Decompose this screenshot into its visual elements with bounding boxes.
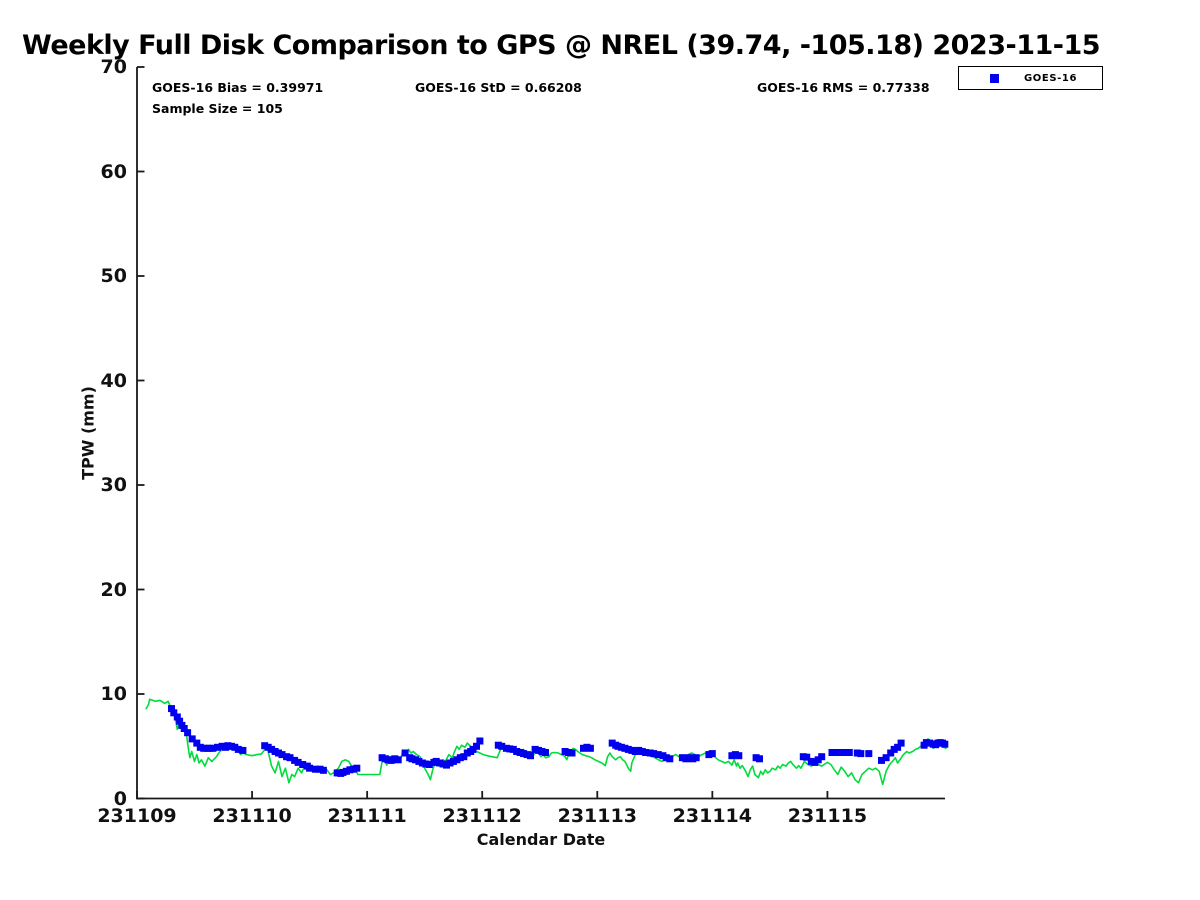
goes16-data-marker <box>878 756 885 764</box>
goes16-data-marker <box>894 743 902 751</box>
goes16-data-marker <box>278 751 286 759</box>
goes16-data-marker <box>542 749 549 756</box>
goes16-data-marker <box>735 752 743 760</box>
goes16-data-marker <box>239 746 247 754</box>
goes16-data-marker <box>818 753 826 761</box>
y-tick-label: 10 <box>100 683 127 705</box>
goes16-data-marker <box>286 754 294 762</box>
x-tick-label: 231110 <box>212 804 292 827</box>
y-tick-label: 70 <box>100 56 127 78</box>
gps-line-series <box>145 698 947 786</box>
goes16-data-marker <box>170 709 178 717</box>
axis-spines <box>136 67 945 800</box>
goes16-data-marker <box>353 764 361 772</box>
y-tick-label: 30 <box>100 474 127 496</box>
y-tick-label: 50 <box>100 265 127 287</box>
goes16-data-marker <box>650 750 658 758</box>
x-tick-label: 231113 <box>557 804 637 827</box>
goes16-data-marker <box>319 766 327 774</box>
goes16-data-marker <box>173 713 181 721</box>
goes16-data-marker <box>692 754 700 762</box>
x-tick-label: 231115 <box>787 804 868 827</box>
goes16-data-marker <box>473 742 480 750</box>
legend-square-marker-icon <box>990 73 999 83</box>
goes16-data-marker <box>586 744 594 752</box>
stat-rms: GOES-16 RMS = 0.77338 <box>757 80 930 95</box>
goes16-data-marker <box>654 751 662 759</box>
goes16-data-marker <box>176 717 184 725</box>
goes16-data-marker <box>193 739 201 747</box>
goes16-data-marker <box>184 729 192 737</box>
goes16-data-marker <box>897 739 905 747</box>
goes16-marker-series <box>168 705 949 777</box>
stat-bias: GOES-16 Bias = 0.39971 <box>152 80 324 95</box>
goes16-data-marker <box>568 749 576 757</box>
goes16-data-marker <box>865 750 873 758</box>
goes16-data-marker <box>845 749 853 756</box>
y-tick-label: 20 <box>100 578 127 601</box>
goes16-data-marker <box>394 756 402 764</box>
goes16-data-marker <box>311 765 319 773</box>
legend-item-label: GOES-16 <box>1024 72 1078 84</box>
chart-title: Weekly Full Disk Comparison to GPS @ NRE… <box>22 30 1101 61</box>
legend-box[interactable]: GOES-16 <box>958 66 1103 90</box>
stat-std: GOES-16 StD = 0.66208 <box>415 80 582 95</box>
goes16-data-marker <box>887 749 895 757</box>
y-tick-label: 40 <box>100 369 127 392</box>
goes16-data-marker <box>460 753 468 761</box>
stat-sample-size: Sample Size = 105 <box>152 101 283 116</box>
goes16-data-marker <box>476 737 484 745</box>
goes16-data-marker <box>708 750 716 758</box>
goes16-data-marker <box>401 749 409 757</box>
goes16-data-marker <box>180 725 188 732</box>
goes16-data-marker <box>756 755 763 763</box>
goes16-data-marker <box>666 755 674 763</box>
goes16-data-marker <box>425 761 433 768</box>
x-tick-label: 231109 <box>97 804 177 827</box>
goes16-data-marker <box>803 753 811 761</box>
x-axis-label: Calendar Date <box>476 830 606 849</box>
goes16-data-marker <box>294 758 302 766</box>
goes16-data-marker <box>527 752 534 760</box>
y-tick-label: 0 <box>113 787 127 810</box>
goes16-data-marker <box>209 744 217 752</box>
goes16-data-marker <box>498 742 506 750</box>
goes16-data-marker <box>642 749 650 756</box>
goes16-data-marker <box>882 754 890 762</box>
y-tick-label: 60 <box>100 160 127 183</box>
goes16-data-marker <box>857 750 865 758</box>
goes16-data-marker <box>188 735 196 743</box>
y-axis-label: TPW (mm) <box>78 386 98 480</box>
goes16-data-marker <box>168 705 175 713</box>
goes16-data-marker <box>306 764 314 772</box>
x-tick-label: 231114 <box>672 804 752 827</box>
x-tick-label: 231111 <box>327 804 407 827</box>
goes16-data-marker <box>299 761 307 768</box>
x-tick-label: 231112 <box>442 804 522 827</box>
goes16-data-marker <box>941 740 949 748</box>
goes16-data-marker <box>234 745 242 753</box>
goes16-data-marker <box>214 743 221 751</box>
